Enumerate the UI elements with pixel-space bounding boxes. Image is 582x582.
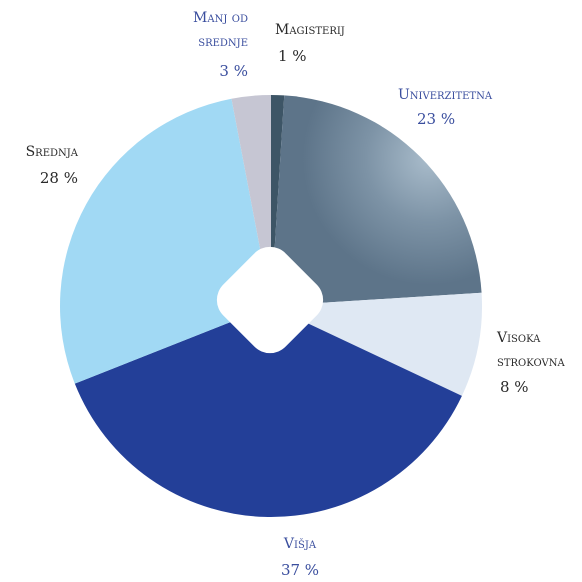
value-label: 37 % <box>280 561 320 579</box>
center-hole <box>216 246 324 354</box>
slice-label: Višja <box>283 536 317 552</box>
value-label: 8 % <box>500 378 529 396</box>
value-label: 23 % <box>417 110 456 128</box>
slice-label: Visoka strokovna <box>497 330 565 370</box>
pie-slice <box>74 306 462 517</box>
slice-label: Univerzitetna <box>398 87 493 103</box>
slice-label: Srednja <box>25 144 78 160</box>
pie-slice <box>271 292 482 396</box>
value-label: 3 % <box>219 62 248 80</box>
pie-slice <box>271 95 482 307</box>
value-label: 1 % <box>278 47 307 65</box>
value-label: 28 % <box>39 169 78 187</box>
slice-label: Manj od srednje <box>193 10 248 50</box>
pie-slice <box>59 98 271 384</box>
slice-label: Magisterij <box>275 22 345 38</box>
